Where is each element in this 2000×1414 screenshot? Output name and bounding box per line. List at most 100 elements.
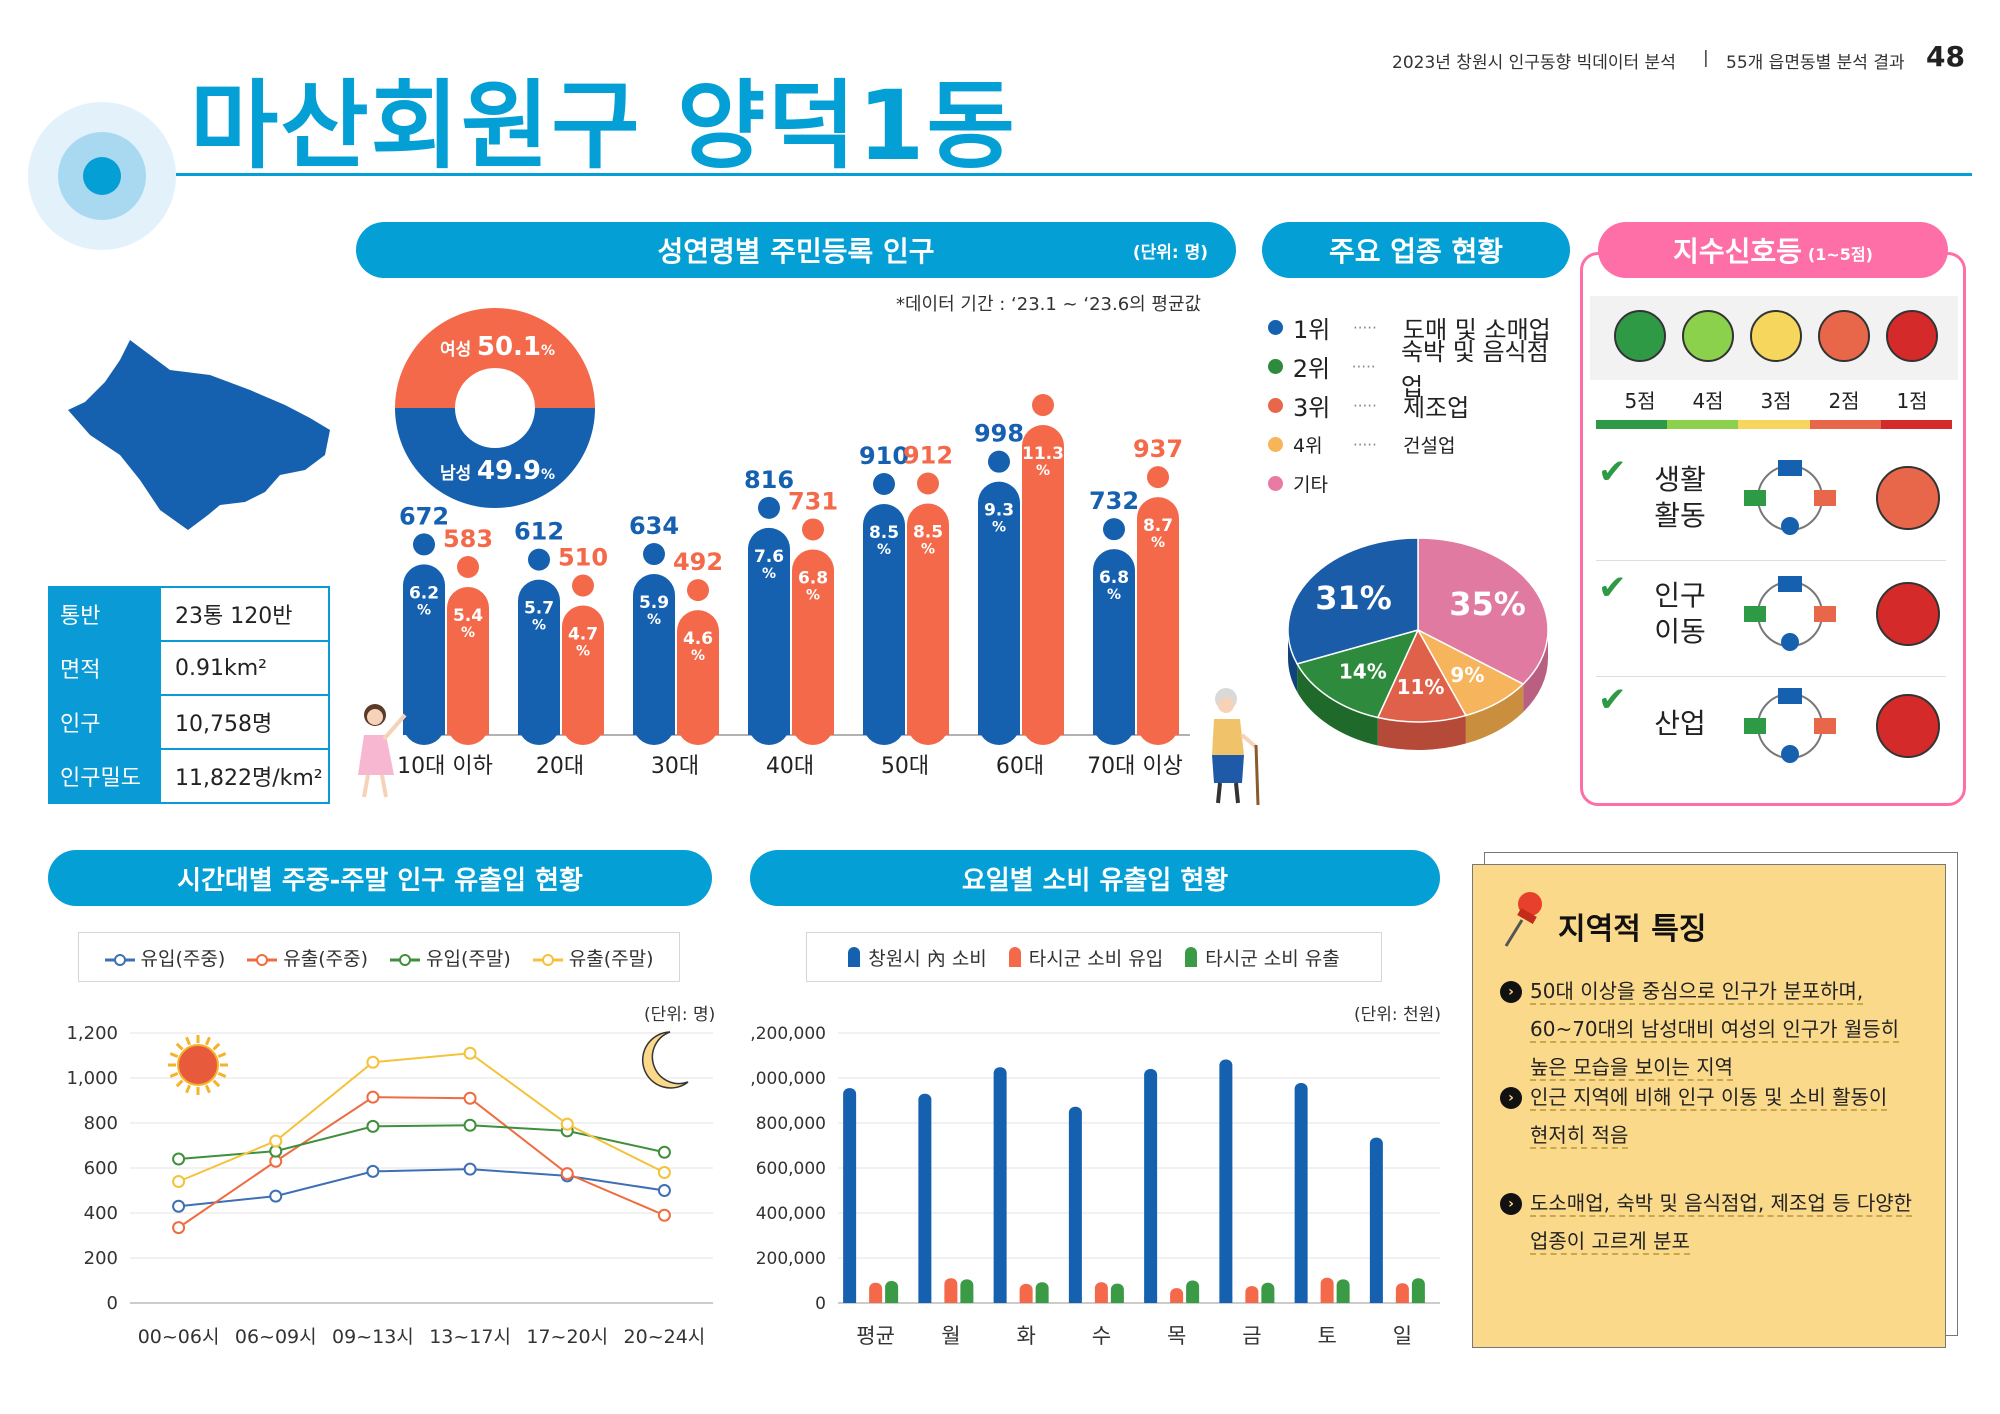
feature-bullet-text: 50대 이상을 중심으로 인구가 분포하며, 60~70대의 남성대비 여성의 인… (1530, 972, 1970, 1086)
series-point (366, 1164, 380, 1178)
pie-side (1377, 715, 1466, 750)
industry-section-header: 주요 업종 현황 (1262, 222, 1570, 278)
series-point (269, 1134, 283, 1148)
pop-pct-label: 6.8 (798, 568, 828, 588)
signal-item-label: 생활 활동 (1640, 462, 1720, 534)
pop-bar (792, 549, 834, 745)
signal-scale-bar (1596, 420, 1953, 429)
industry-icon (1740, 684, 1840, 768)
signal-range: (1~5점) (1807, 245, 1873, 264)
pie-label: 11% (1397, 675, 1445, 699)
feature-bullet-line-text: 현저히 적음 (1530, 1123, 1629, 1149)
pop-marker-dot (528, 548, 550, 571)
info-value-area: 0.91km² (159, 640, 330, 696)
consumption-bar (843, 1088, 857, 1303)
pop-value-label: 731 (788, 487, 838, 515)
consumption-bar-base (1336, 1297, 1350, 1303)
legend-swatch (1008, 947, 1021, 967)
pop-value-label: 910 (859, 442, 909, 470)
legend-swatch (1185, 947, 1198, 967)
weekday-legend: 창원시 內 소비 타시군 소비 유입 타시군 소비 유출 (806, 932, 1382, 982)
legend-swatch (390, 950, 420, 966)
consumption-bar-base (1170, 1297, 1184, 1303)
consumption-bar-base (1068, 1297, 1082, 1303)
pop-pct-label: 8.7 (1143, 516, 1173, 536)
moon-icon (641, 1031, 689, 1089)
data-period-note: *데이터 기간 : ‘23.1 ~ ‘23.6의 평균값 (896, 294, 1202, 315)
industry-rank-item: 3위 ····· 제조업 (1268, 386, 1568, 425)
pop-bar-base (1137, 715, 1179, 735)
check-icon: ✔ (1598, 568, 1627, 608)
table-row: 인구 10,758명 (48, 694, 330, 750)
score-label: 3점 (1760, 389, 1792, 413)
y-tick-label: 200 (84, 1248, 118, 1269)
info-key-density: 인구밀도 (48, 748, 161, 804)
pop-value-label: 510 (558, 544, 608, 572)
y-tick-label: 200,000 (756, 1249, 826, 1269)
y-tick-label: 1,200,000 (750, 1024, 826, 1044)
y-tick-label: 1,200 (66, 1023, 118, 1044)
scale-segment-1 (1880, 420, 1953, 429)
pop-pct-label: 8.5 (913, 522, 943, 542)
pie-slice (1376, 628, 1467, 723)
rank-dot (1268, 398, 1283, 413)
rank-industry-name: 건설업 (1403, 435, 1456, 457)
pop-bar-base (633, 715, 675, 735)
features-title: 지역적 특징 (1558, 912, 1707, 947)
x-tick-label: 09~13시 (332, 1326, 414, 1348)
pie-slice (1296, 628, 1420, 719)
pie-label: 35% (1449, 585, 1526, 623)
consumption-bar (1219, 1059, 1233, 1303)
pop-value-label: 492 (673, 548, 723, 576)
pie-slice (1287, 537, 1419, 665)
weekday-section-header: 요일별 소비 유출입 현황 (750, 850, 1440, 906)
pie-side (1297, 663, 1378, 746)
legend-swatch (247, 950, 278, 966)
legend-item: 타시군 소비 유입 (1008, 944, 1163, 971)
district-info-table: 통반 23통 120반 면적 0.91km² 인구 10,758명 인구밀도 11,82… (48, 586, 330, 804)
population-section-header: 성연령별 주민등록 인구 (단위: 명) (356, 222, 1236, 278)
rank-industry-name: 제조업 (1403, 394, 1470, 422)
pop-pct-label: 4.6 (683, 629, 713, 649)
pop-bar (978, 481, 1020, 745)
pop-bar-base (562, 715, 604, 735)
signal-item-face-icon (1876, 582, 1940, 646)
consumption-bar-base (1219, 1297, 1233, 1303)
series-point (657, 1184, 671, 1197)
elder-illustration (1212, 688, 1260, 806)
pop-pct-sign: % (806, 587, 820, 603)
pop-marker-dot (917, 472, 939, 495)
pop-marker-dot (1032, 394, 1054, 417)
feature-bullet-line: 60~70대의 남성대비 여성의 인구가 월등히 (1530, 1010, 1970, 1048)
pop-bar-base (447, 715, 489, 735)
signal-item-divider (1596, 676, 1946, 677)
pop-bar-base (677, 715, 719, 735)
y-tick-label: 1,000 (66, 1068, 118, 1089)
consumption-bar (993, 1067, 1007, 1303)
rank-label: 기타 (1293, 474, 1328, 496)
pop-pct-sign: % (576, 644, 590, 660)
x-tick-label: 평균 (856, 1324, 895, 1348)
pop-bar-base (907, 715, 949, 735)
section-title: 55개 읍면동별 분석 결과 (1726, 53, 1905, 73)
pop-pct-sign: % (417, 602, 431, 618)
pop-pct-label: 11.3 (1022, 444, 1064, 464)
pop-pct-label: 5.7 (524, 599, 554, 619)
signal-item-label-line2: 활동 (1654, 499, 1706, 532)
series-point (172, 1221, 186, 1235)
pop-pct-label: 4.7 (568, 625, 598, 645)
industry-pie-chart: 35% 9%11% 14% 31% (1287, 537, 1549, 750)
male-donut-segment (395, 408, 595, 508)
feature-bullet-line: 도소매업, 숙박 및 음식점업, 제조업 등 다양한 (1530, 1184, 1970, 1222)
pop-value-label: 583 (443, 525, 493, 553)
y-tick-label: 800 (84, 1113, 118, 1134)
pushpin-icon (1504, 892, 1542, 947)
chevron-right-icon: › (1500, 981, 1522, 1003)
legend-item: 유출(주중) (247, 944, 368, 971)
series-point (657, 1208, 671, 1222)
signal-item-label-line2: 이동 (1654, 615, 1706, 648)
x-tick-label: 목 (1167, 1324, 1186, 1348)
rank-label: 4위 (1293, 435, 1323, 457)
score-face-icon (1818, 310, 1870, 362)
consumption-bar (1068, 1106, 1082, 1303)
